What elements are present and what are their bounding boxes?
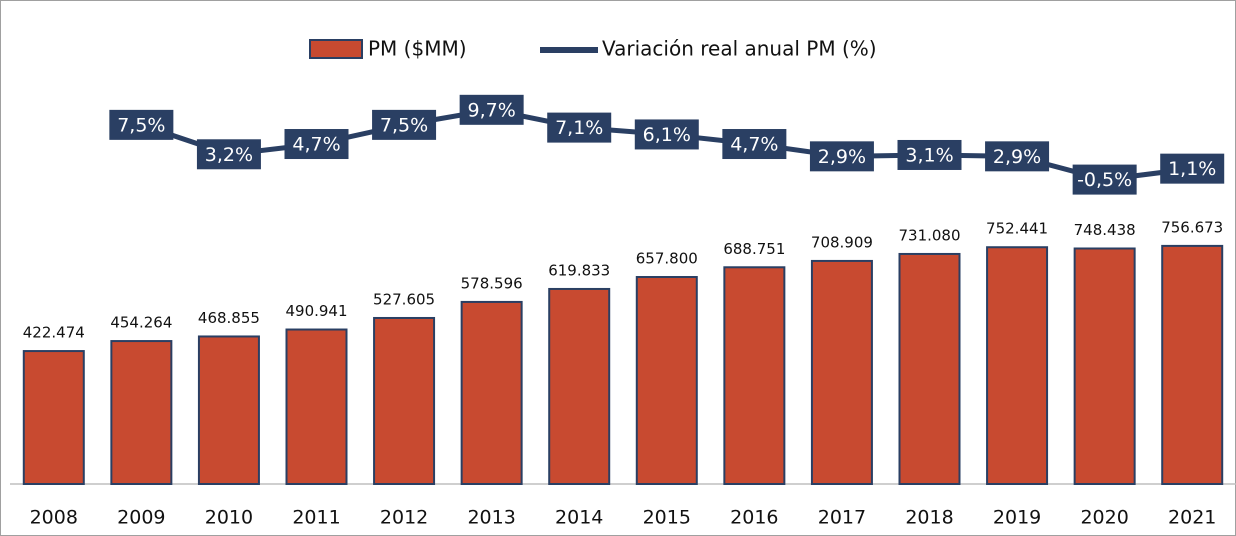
data-label-box: [722, 129, 787, 160]
data-label-box: [196, 139, 261, 170]
bar: [810, 259, 873, 485]
data-label: 3,2%: [205, 144, 253, 166]
bar: [460, 300, 523, 485]
bar: [635, 276, 698, 485]
bar: [197, 335, 260, 485]
x-tick-label: 2021: [1168, 507, 1216, 529]
x-tick-label: 2011: [292, 507, 340, 529]
data-label-box: [634, 119, 699, 150]
bar: [373, 316, 436, 485]
data-label: 422.474: [23, 324, 85, 342]
data-label: 6,1%: [643, 124, 691, 146]
x-tick-label: 2009: [117, 507, 165, 529]
data-label: 527.605: [373, 290, 435, 308]
x-tick-label: 2016: [730, 507, 778, 529]
data-label: 4,7%: [730, 134, 778, 156]
bar: [898, 252, 961, 485]
data-label: 752.441: [986, 220, 1048, 238]
bar: [1161, 244, 1224, 485]
data-label: 731.080: [898, 226, 960, 244]
data-label: 688.751: [723, 240, 785, 258]
data-label-box: [1072, 164, 1137, 195]
bar: [986, 246, 1049, 485]
data-label: 490.941: [285, 302, 347, 320]
legend-swatch: [309, 39, 363, 59]
bar: [723, 266, 786, 485]
x-tick-label: 2015: [643, 507, 691, 529]
bar: [1073, 247, 1136, 485]
x-tick-label: 2010: [205, 507, 253, 529]
x-tick-label: 2019: [993, 507, 1041, 529]
data-label-box: [809, 141, 874, 172]
data-label: 9,7%: [468, 99, 516, 121]
legend-label: Variación real anual PM (%): [602, 37, 877, 61]
data-label-box: [284, 129, 349, 160]
data-label-box: [459, 94, 524, 125]
x-tick-label: 2013: [467, 507, 515, 529]
data-label: 454.264: [110, 314, 172, 332]
data-label: 3,1%: [905, 144, 953, 166]
data-label: 7,5%: [380, 114, 428, 136]
bar: [548, 287, 611, 486]
data-label: 1,1%: [1168, 158, 1216, 180]
data-label: 468.855: [198, 309, 260, 327]
x-tick-label: 2018: [905, 507, 953, 529]
data-label-box: [897, 139, 962, 170]
data-label: -0,5%: [1077, 169, 1132, 191]
data-label: 2,9%: [993, 146, 1041, 168]
bar: [285, 328, 348, 486]
data-label: 4,7%: [292, 134, 340, 156]
data-label: 578.596: [461, 274, 523, 292]
x-tick-label: 2017: [818, 507, 866, 529]
legend-label: PM ($MM): [368, 37, 467, 61]
data-label: 657.800: [636, 250, 698, 268]
bar: [22, 350, 85, 486]
data-label: 2,9%: [818, 146, 866, 168]
data-label-box: [547, 112, 612, 143]
x-tick-label: 2012: [380, 507, 428, 529]
x-tick-label: 2008: [30, 507, 78, 529]
data-label-box: [1160, 153, 1225, 184]
data-label: 756.673: [1161, 218, 1223, 236]
data-label: 7,5%: [117, 114, 165, 136]
x-tick-label: 2020: [1080, 507, 1128, 529]
data-label: 7,1%: [555, 117, 603, 139]
data-label-box: [985, 141, 1050, 172]
x-tick-label: 2014: [555, 507, 603, 529]
data-label-box: [109, 109, 174, 140]
data-label-box: [372, 109, 437, 140]
data-label: 748.438: [1074, 221, 1136, 239]
data-label: 708.909: [811, 233, 873, 251]
bar: [110, 340, 173, 485]
data-label: 619.833: [548, 261, 610, 279]
